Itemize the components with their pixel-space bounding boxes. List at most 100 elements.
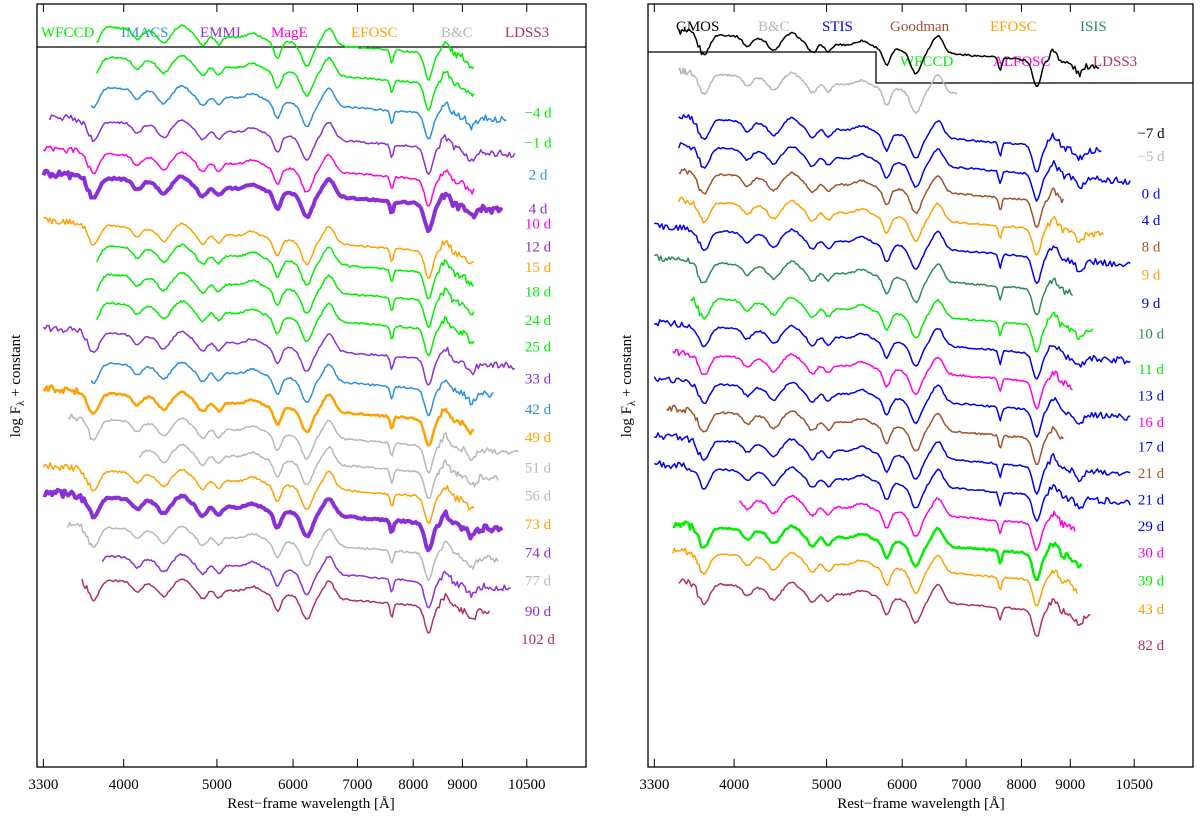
spectrum-24-d-wfccd	[96, 271, 475, 329]
left-y-label-tail: + constant	[8, 334, 24, 401]
spectrum-9-d-stis	[654, 222, 1131, 285]
spectrum-29-d-stis	[653, 460, 1131, 522]
spectrum-4-d-emmi	[48, 114, 516, 175]
spectrum-39-d-wfccd	[672, 520, 1083, 582]
phase-label-49-d: 49 d	[525, 430, 552, 446]
right-y-label-tail: + constant	[619, 334, 635, 401]
phase-label-51-d: 51 d	[525, 460, 552, 476]
x-tick-label-5000: 5000	[812, 777, 842, 793]
spectrum-42-d-imacs	[90, 361, 494, 417]
phase-label-1-d: −1 d	[524, 136, 552, 152]
legend-stis: STIS	[822, 19, 853, 35]
x-tick-label-6000: 6000	[278, 777, 308, 793]
legend-wfccd: WFCCD	[41, 25, 95, 41]
phase-label-12-d: 12 d	[525, 239, 552, 255]
right-y-label-sub: λ	[626, 400, 638, 406]
spectrum-82-d-ldss3	[678, 578, 1091, 637]
left-y-label-sub: λ	[15, 400, 27, 406]
phase-label-56-d: 56 d	[525, 489, 552, 505]
x-tick-label-4000: 4000	[719, 777, 749, 793]
x-tick-label-8000: 8000	[1006, 777, 1036, 793]
left-plot-frame	[36, 3, 587, 768]
phase-label-4-d: 4 d	[1142, 213, 1161, 229]
legend-efosc: EFOSC	[351, 25, 398, 41]
legend-isis: ISIS	[1080, 19, 1107, 35]
spectrum-0-d-stis	[678, 114, 1102, 173]
phase-label-74-d: 74 d	[525, 545, 552, 561]
x-tick-label-3300: 3300	[28, 777, 58, 793]
phase-label-2-d: 2 d	[529, 168, 548, 184]
x-tick-label-6000: 6000	[887, 777, 917, 793]
spectrum-74-d-emmi	[42, 487, 504, 553]
spectrum-12-d-emmi	[41, 168, 504, 234]
spectrum-21-d-stis	[654, 432, 1131, 495]
left-x-ticks: 3300 4000 5000 6000 7000 8000 9000 10500	[28, 4, 546, 793]
x-tick-label-10500: 10500	[508, 777, 546, 793]
left-panel: WFCCD IMACS EMMI MagE EFOSC B&C LDSS3 −4…	[8, 3, 587, 812]
spectrum-51-d-b-c	[67, 413, 519, 474]
legend-efosc: EFOSC	[990, 19, 1037, 35]
legend-gmos: GMOS	[676, 19, 719, 35]
phase-label-39-d: 39 d	[1138, 574, 1165, 590]
spectrum-17-d-stis	[653, 376, 1131, 438]
phase-label-11-d: 11 d	[1138, 362, 1164, 378]
spectrum-43-d-efosc	[672, 547, 1078, 607]
legend-goodman: Goodman	[890, 19, 950, 35]
spectrum-11-d-wfccd	[690, 296, 1094, 353]
spectrum-13-d-stis	[654, 319, 1131, 380]
phase-label-29-d: 29 d	[1138, 519, 1165, 535]
spectrum-8-d-goodman	[678, 168, 1064, 228]
spectrum-77-d-b-c	[67, 521, 499, 582]
legend-bc: B&C	[758, 19, 790, 35]
spectrum-9-d-efosc	[678, 196, 1104, 256]
phase-label-9-d: 9 d	[1142, 268, 1161, 284]
spectrum-16-d-alfosc	[672, 348, 1073, 410]
legend-wfccd: WFCCD	[900, 54, 954, 70]
phase-label-4-d: 4 d	[529, 202, 548, 218]
phase-label-5-d: −5 d	[1137, 149, 1165, 165]
phase-label-30-d: 30 d	[1138, 545, 1165, 561]
phase-label-17-d: 17 d	[1138, 440, 1165, 456]
spectrum-4-d-stis	[677, 142, 1131, 202]
phase-label-24-d: 24 d	[525, 313, 552, 329]
spectrum-49-d-efosc	[42, 384, 475, 447]
spectrum-30-d-alfosc	[738, 494, 1076, 551]
left-y-axis-label: log Fλ + constant	[8, 334, 27, 437]
phase-label-77-d: 77 d	[525, 574, 552, 590]
phase-label-18-d: 18 d	[525, 285, 552, 301]
spectrum-18-d-wfccd	[96, 243, 475, 300]
spectrum-2-d-imacs	[90, 84, 507, 140]
spectrum-1-d-wfccd	[96, 54, 475, 111]
phase-label-90-d: 90 d	[525, 604, 552, 620]
phase-label-102-d: 102 d	[521, 632, 555, 648]
phase-label-10-d: 10 d	[525, 217, 552, 233]
right-x-ticks: 3300 4000 5000 6000 7000 8000 9000 10500	[639, 4, 1153, 793]
phase-label-42-d: 42 d	[525, 402, 552, 418]
spectrum-4-d-wfccd	[96, 24, 475, 82]
spectrum-56-d-b-c	[138, 443, 499, 500]
legend-ldss3: LDSS3	[1093, 54, 1137, 70]
x-tick-label-10500: 10500	[1115, 777, 1153, 793]
right-y-axis-label: log Fλ + constant	[619, 334, 638, 437]
spectrum-7-d-gmos	[677, 28, 1100, 87]
legend-mage: MagE	[271, 25, 308, 41]
phase-label-4-d: −4 d	[524, 105, 552, 121]
phase-label-8-d: 8 d	[1142, 239, 1161, 255]
right-series-group	[653, 28, 1131, 637]
x-tick-label-3300: 3300	[639, 777, 669, 793]
x-tick-label-9000: 9000	[1055, 777, 1085, 793]
phase-label-9-d: 9 d	[1142, 296, 1161, 312]
right-legend: GMOS B&C STIS Goodman EFOSC ISIS WFCCD A…	[676, 19, 1137, 70]
spectrum-33-d-emmi	[42, 324, 515, 386]
phase-label-10-d: 10 d	[1138, 326, 1165, 342]
phase-label-82-d: 82 d	[1138, 638, 1165, 654]
phase-label-73-d: 73 d	[525, 517, 552, 533]
phase-label-25-d: 25 d	[525, 340, 552, 356]
phase-label-21-d: 21 d	[1138, 466, 1165, 482]
phase-label-0-d: 0 d	[1142, 187, 1161, 203]
right-x-axis-label: Rest−frame wavelength [Å]	[837, 796, 1005, 812]
spectrum-73-d-efosc	[42, 462, 475, 525]
phase-label-16-d: 16 d	[1138, 415, 1165, 431]
right-y-label-main: log F	[619, 406, 635, 437]
